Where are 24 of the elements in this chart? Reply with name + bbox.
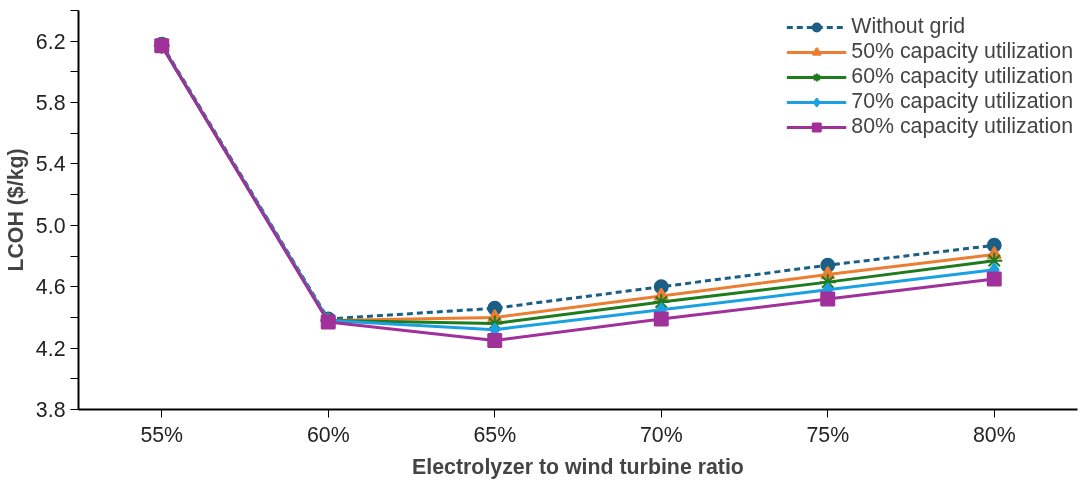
y-tick-label: 3.8 — [35, 398, 66, 422]
legend-label: 50% capacity utilization — [851, 39, 1073, 64]
y-tick-label: 5.4 — [35, 152, 66, 177]
x-tick-label: 75% — [806, 422, 850, 447]
legend-label: 80% capacity utilization — [851, 114, 1073, 139]
point — [820, 291, 836, 307]
x-axis-title: Electrolyzer to wind turbine ratio — [412, 454, 744, 479]
x-tick-label: 55% — [140, 422, 184, 447]
y-tick-label: 5.8 — [35, 91, 66, 116]
y-tick-label: 4.6 — [35, 275, 66, 300]
legend-label: Without grid — [851, 14, 966, 39]
x-tick-label: 65% — [473, 422, 517, 447]
y-tick-label: 6.2 — [35, 29, 66, 54]
y-tick-label: 5.0 — [35, 213, 66, 238]
x-tick-label: 80% — [972, 422, 1016, 447]
x-tick-label: 70% — [639, 422, 683, 447]
point — [487, 332, 503, 348]
x-tick-label: 60% — [306, 422, 350, 447]
point — [986, 271, 1002, 287]
y-axis-title: LCOH ($/kg) — [3, 148, 28, 272]
y-tick-label: 4.2 — [35, 336, 66, 361]
legend-label: 60% capacity utilization — [851, 64, 1073, 89]
point — [653, 311, 669, 327]
legend-label: 70% capacity utilization — [851, 89, 1073, 114]
